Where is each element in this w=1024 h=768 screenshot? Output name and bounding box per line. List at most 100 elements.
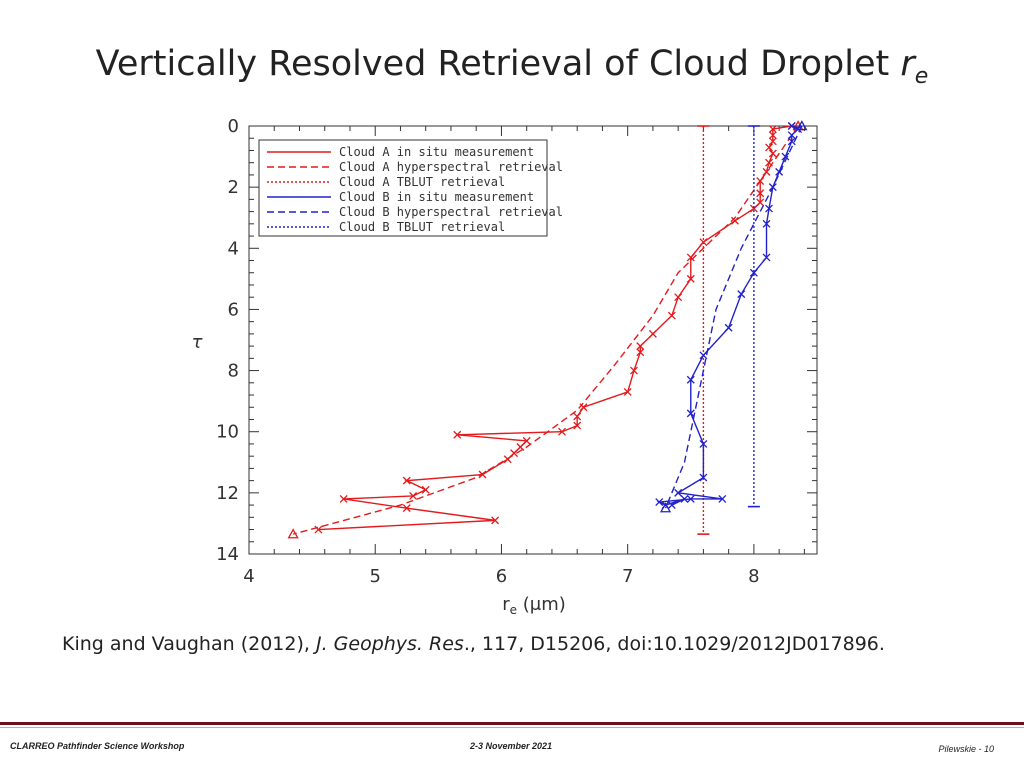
- data-point: [655, 498, 664, 506]
- data-point: [636, 348, 645, 357]
- plot-frame: [248, 125, 818, 555]
- footer-page: Pilewskie - 10: [938, 744, 994, 754]
- data-point: [573, 412, 582, 421]
- data-point: [768, 137, 777, 146]
- y-axis-label: τ: [192, 332, 203, 353]
- data-point: [762, 219, 771, 228]
- title-subscript: e: [914, 64, 929, 89]
- x-tick-label: 8: [748, 566, 759, 587]
- y-tick-label: 10: [216, 422, 239, 443]
- data-point: [765, 204, 773, 213]
- data-point: [686, 495, 695, 503]
- citation-authors: King and Vaughan (2012),: [62, 633, 316, 655]
- legend-label: Cloud A in situ measurement: [339, 145, 534, 159]
- x-tick-label: 6: [496, 566, 507, 587]
- data-point: [686, 375, 695, 384]
- data-point: [724, 323, 733, 332]
- data-point: [680, 495, 689, 503]
- data-point: [339, 495, 348, 503]
- y-tick-label: 2: [228, 177, 239, 198]
- data-point: [667, 501, 676, 510]
- data-point: [648, 329, 657, 338]
- legend-label: Cloud B in situ measurement: [339, 190, 534, 204]
- data-point: [762, 253, 771, 262]
- data-point: [636, 342, 645, 351]
- data-point: [522, 436, 531, 445]
- citation-details: ., 117, D15206, doi:10.1029/2012JD017896…: [463, 633, 885, 655]
- series-cloud-a-in-situ-measurement: [314, 122, 796, 534]
- series-line: [292, 125, 799, 535]
- data-point: [409, 491, 418, 500]
- legend-label: Cloud A hyperspectral retrieval: [339, 160, 563, 174]
- data-point: [768, 131, 777, 140]
- series-cloud-b-hyperspectral-retrieval: [659, 120, 808, 513]
- data-point: [749, 204, 758, 213]
- title-r: r: [900, 44, 915, 84]
- data-point: [787, 131, 796, 140]
- data-point: [402, 504, 411, 513]
- citation: King and Vaughan (2012), J. Geophys. Res…: [62, 633, 885, 655]
- data-point: [630, 366, 638, 375]
- y-tick-label: 8: [228, 361, 239, 382]
- y-tick-label: 4: [228, 238, 239, 259]
- data-point: [787, 137, 796, 146]
- data-point: [674, 293, 683, 302]
- data-point: [453, 430, 462, 439]
- legend-label: Cloud B hyperspectral retrieval: [339, 205, 563, 219]
- data-point: [667, 311, 676, 320]
- data-point: [402, 476, 411, 485]
- series-line: [664, 125, 803, 509]
- data-point: [623, 388, 632, 396]
- data-point: [737, 290, 746, 299]
- data-point: [421, 485, 430, 494]
- data-point: [674, 488, 683, 497]
- data-point: [686, 274, 695, 283]
- x-tick-label: 7: [622, 566, 633, 587]
- data-point: [573, 421, 582, 430]
- series-line: [656, 125, 800, 506]
- data-point: [699, 351, 708, 360]
- series-line: [318, 125, 792, 531]
- retrieval-chart: 4 5 6 7 8 0 2 4 6 8 10 12 14 Cloud A in situ measure…: [192, 116, 818, 617]
- series-cloud-b-in-situ-measurement: [655, 122, 803, 510]
- x-axis-label-sub: e: [510, 603, 517, 617]
- data-point: [491, 516, 500, 525]
- data-point: [558, 427, 566, 436]
- data-point: [787, 122, 796, 130]
- series-cloud-b-tblut-retrieval: [747, 125, 760, 508]
- y-tick-label: 0: [228, 116, 239, 137]
- data-point: [699, 473, 708, 482]
- x-tick-label: 4: [243, 566, 254, 587]
- x-tick-label: 5: [369, 566, 380, 587]
- title-main: Vertically Resolved Retrieval of Cloud D…: [95, 44, 890, 84]
- data-point: [756, 198, 765, 207]
- legend-label: Cloud A TBLUT retrieval: [339, 175, 505, 189]
- footer-workshop: CLARREO Pathfinder Science Workshop: [10, 741, 185, 751]
- data-point: [659, 502, 672, 513]
- y-tick-label: 14: [216, 544, 239, 565]
- data-point: [781, 152, 790, 161]
- data-point: [516, 443, 525, 451]
- data-point: [756, 189, 765, 198]
- data-point: [749, 268, 758, 277]
- data-point: [287, 528, 299, 539]
- data-point: [718, 495, 727, 503]
- series-layer: [287, 120, 808, 539]
- data-point: [730, 216, 739, 225]
- x-axis-label-unit: (μm): [517, 594, 566, 615]
- legend-label: Cloud B TBLUT retrieval: [339, 220, 505, 234]
- data-point: [796, 120, 808, 131]
- data-point: [699, 439, 708, 448]
- footer-rule: [0, 722, 1024, 725]
- data-point: [768, 149, 777, 158]
- data-point: [686, 409, 695, 418]
- y-tick-label: 12: [216, 483, 239, 504]
- x-axis-label-main: r: [502, 594, 510, 615]
- data-point: [765, 143, 773, 152]
- legend-box: [258, 139, 548, 237]
- citation-journal: J. Geophys. Res: [315, 633, 464, 655]
- footer-date: 2-3 November 2021: [470, 741, 553, 751]
- data-point: [768, 125, 777, 134]
- slide-title: Vertically Resolved Retrieval of Cloud D…: [0, 44, 1024, 89]
